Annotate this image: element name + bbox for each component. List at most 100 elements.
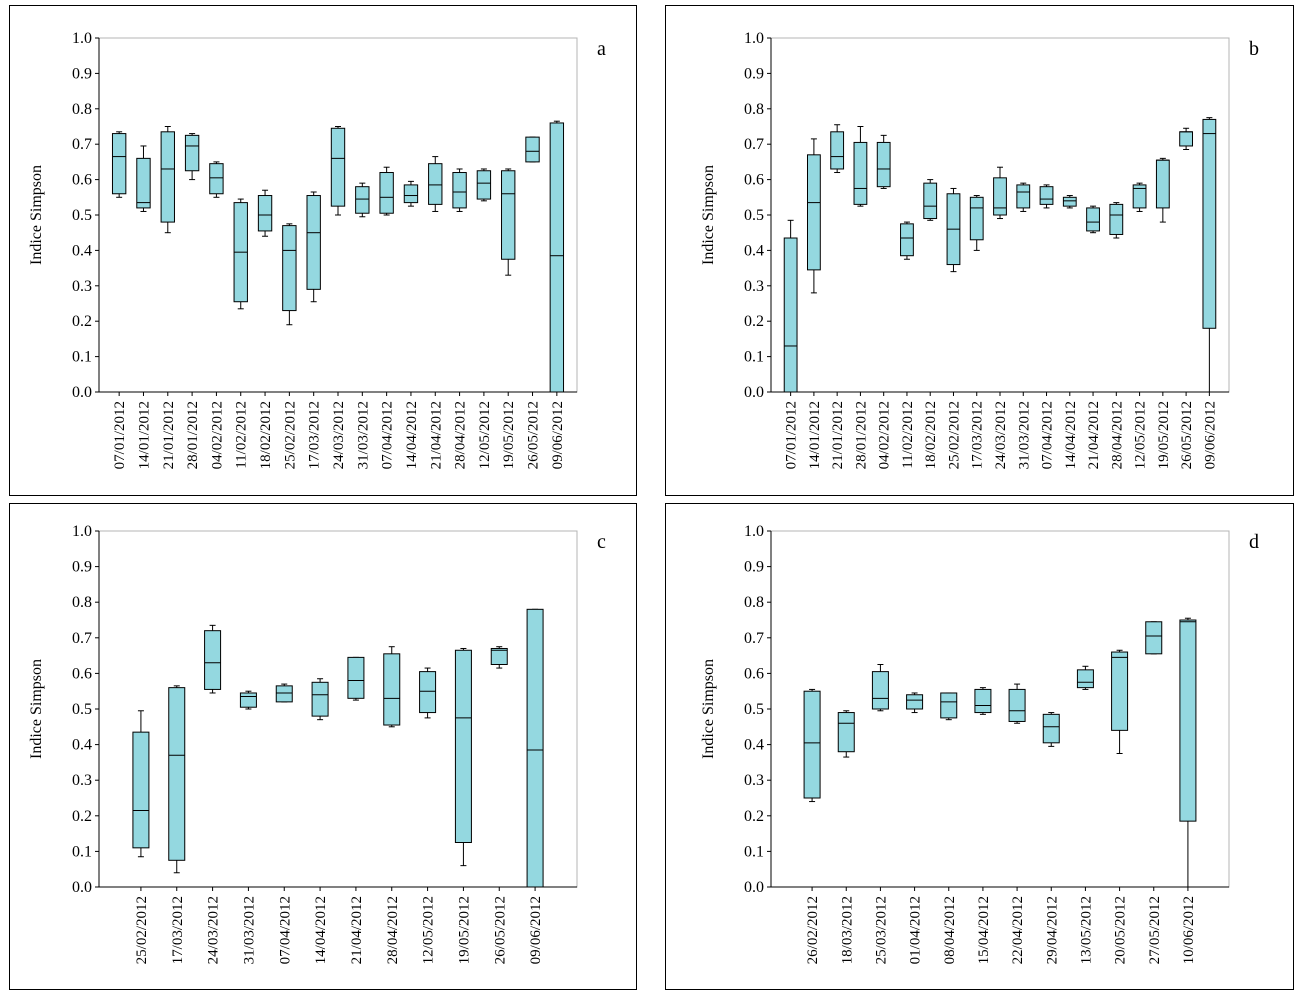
box-iqr [355,186,370,214]
y-tick-label: 0.4 [72,737,92,754]
box-iqr [111,133,127,195]
box [209,161,224,198]
y-tick-label: 0.2 [744,808,764,825]
x-tick-label: 18/03/2012 [839,896,855,964]
x-tick-label: 10/06/2012 [1181,896,1197,964]
box [282,223,297,326]
y-tick-label: 0.7 [744,136,764,153]
y-tick-label: 0.4 [744,242,764,259]
x-tick-label: 20/05/2012 [1113,896,1129,964]
box-iqr [1016,184,1031,209]
y-tick-label: 0.6 [744,665,764,682]
box-iqr [1155,159,1170,209]
x-tick-label: 11/02/2012 [234,401,250,469]
box [1155,157,1170,223]
box [501,168,516,276]
box-iqr [1109,203,1124,235]
y-tick-label: 0.8 [72,594,92,611]
x-tick-label: 07/04/2012 [1040,401,1056,469]
box-iqr [282,225,297,312]
box [803,688,821,803]
box-iqr [306,195,321,290]
x-tick-label: 26/05/2012 [492,896,508,964]
box-iqr [974,688,992,714]
box [111,131,127,198]
y-tick-label: 0.9 [744,65,764,82]
box-iqr [876,141,891,188]
x-tick-label: 28/01/2012 [185,401,201,469]
y-tick-label: 0.1 [744,843,764,860]
x-tick-label: 28/04/2012 [385,896,401,964]
x-tick-label: 26/05/2012 [1179,401,1195,469]
box-iqr [330,127,346,207]
box-iqr [275,685,293,703]
box [419,667,437,719]
y-tick-label: 0.6 [72,172,92,189]
box [549,120,565,393]
box [428,156,443,212]
box [830,124,845,174]
box [136,145,151,212]
box [1109,202,1124,239]
box-iqr [803,690,821,799]
x-tick-label: 24/03/2012 [331,401,347,469]
x-tick-label: 12/05/2012 [421,896,437,964]
x-tick-label: 07/04/2012 [277,896,293,964]
panel-label: a [597,38,606,60]
x-tick-label: 11/02/2012 [900,401,916,469]
x-tick-label: 25/02/2012 [134,896,150,964]
box-iqr [906,694,924,710]
box-iqr [204,630,222,690]
panel-label: c [597,531,606,553]
x-tick-label: 14/01/2012 [136,401,152,469]
box [476,168,492,202]
box-iqr [806,154,821,271]
box [993,166,1007,220]
box [204,624,222,694]
y-tick-label: 0.9 [72,559,92,576]
box [969,195,984,251]
x-tick-label: 09/06/2012 [550,401,566,469]
y-tick-label: 0.5 [744,701,764,718]
x-tick-label: 13/05/2012 [1078,896,1094,964]
box-iqr [549,122,565,393]
x-tick-label: 26/05/2012 [526,401,542,469]
box [233,198,248,310]
box [946,187,961,273]
boxplot-b: 0.0 0.1 0.2 0.3 0.4 0.5 0.6 0.7 0.8 0.9 1.0 Indice … [700,30,1259,469]
x-tick-label: 28/04/2012 [1109,401,1125,469]
box [257,189,273,237]
x-tick-label: 12/05/2012 [477,401,493,469]
y-axis-label: Indice Simpson [700,659,717,759]
box-iqr [1145,621,1163,655]
boxplot-d: 0.0 0.1 0.2 0.3 0.4 0.5 0.6 0.7 0.8 0.9 1.0 Indice … [700,523,1259,964]
x-tick-label: 07/01/2012 [112,401,128,469]
box-iqr [526,608,544,888]
y-tick-label: 0.0 [744,879,764,896]
box [275,683,293,703]
panel-label: d [1249,531,1259,553]
box [311,678,329,721]
box [1202,117,1217,393]
x-tick-label: 31/03/2012 [1016,401,1032,469]
box-iqr [1086,207,1100,232]
box-iqr [168,687,186,861]
box [168,685,186,874]
y-tick-label: 0.1 [72,843,92,860]
y-tick-label: 0.8 [744,594,764,611]
x-tick-label: 07/04/2012 [380,401,396,469]
box [974,687,992,715]
y-tick-label: 0.2 [744,313,764,330]
y-tick-label: 0.9 [72,65,92,82]
y-tick-label: 0.2 [72,313,92,330]
y-tick-label: 0.4 [72,242,92,259]
box [1039,184,1054,209]
x-tick-label: 21/04/2012 [1086,401,1102,469]
box-iqr [993,177,1007,216]
box [452,168,467,212]
box-iqr [783,237,798,393]
x-tick-label: 21/01/2012 [830,401,846,469]
x-tick-label: 19/05/2012 [1156,401,1172,469]
x-tick-label: 15/04/2012 [976,896,992,964]
box [132,710,150,858]
